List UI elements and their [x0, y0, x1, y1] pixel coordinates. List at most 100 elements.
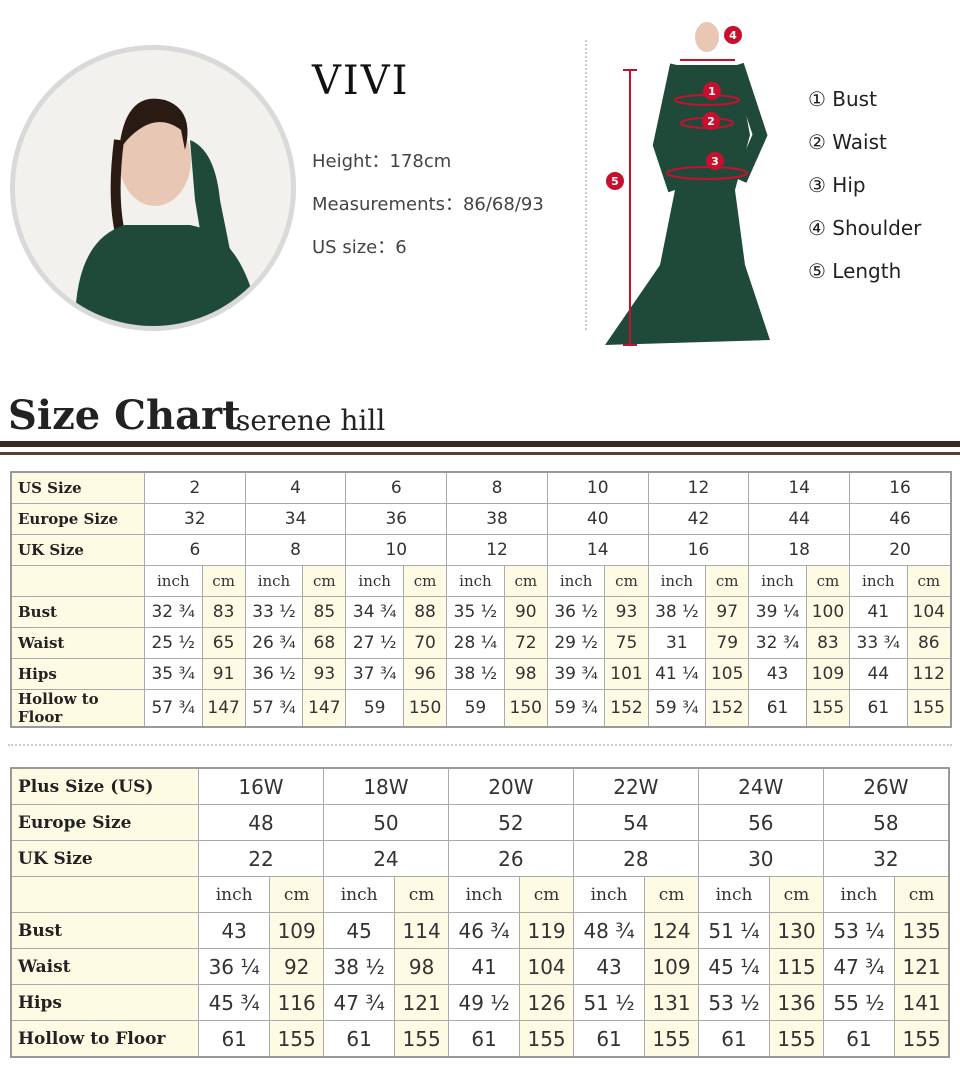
cm-cell: 98 [503, 658, 548, 690]
inch-cell: 45 ¼ [697, 948, 771, 985]
size-cell: 32 [822, 840, 950, 877]
unit-inch: inch [197, 876, 271, 913]
inch-cell: 51 ½ [572, 984, 646, 1021]
cm-cell: 91 [201, 658, 246, 690]
size-cell: 16 [849, 471, 952, 504]
size-chart-title: Size Chart [8, 392, 241, 439]
size-cell: 46 [849, 503, 952, 535]
unit-cm: cm [402, 565, 448, 597]
unit-cm: cm [894, 876, 950, 913]
cm-cell: 155 [644, 1020, 699, 1058]
cm-cell: 105 [705, 658, 750, 690]
row-label: Waist [10, 948, 199, 985]
inch-cell: 36 ½ [244, 658, 304, 690]
cm-cell: 65 [201, 627, 246, 659]
size-cell: 8 [244, 534, 347, 566]
cm-cell: 93 [604, 596, 649, 628]
cm-cell: 147 [302, 689, 347, 728]
cm-cell: 130 [769, 912, 824, 949]
cm-cell: 152 [705, 689, 750, 728]
cm-cell: 136 [769, 984, 824, 1021]
cm-cell: 114 [394, 912, 449, 949]
size-cell: 38 [446, 503, 548, 535]
size-cell: 8 [446, 471, 548, 504]
cm-cell: 86 [906, 627, 952, 659]
inch-cell: 61 [322, 1020, 396, 1058]
cm-cell: 150 [402, 689, 448, 728]
row-label: Bust [10, 596, 145, 628]
inch-cell: 32 ¾ [144, 596, 203, 628]
row-label: Bust [10, 912, 199, 949]
inch-cell: 61 [748, 689, 807, 728]
row-label: Hips [10, 984, 199, 1021]
unit-inch: inch [572, 876, 646, 913]
inch-cell: 59 ¾ [647, 689, 707, 728]
dotted-separator [8, 744, 952, 746]
cm-cell: 92 [269, 948, 324, 985]
unit-inch: inch [647, 565, 707, 597]
size-cell: 20 [849, 534, 952, 566]
header-bar [0, 441, 960, 447]
inch-cell: 61 [822, 1020, 896, 1058]
unit-cm: cm [604, 565, 649, 597]
table-row: Hollow to Floor 57 ¾ 147 57 ¾ 147 59 150 59 150 5… [10, 689, 952, 728]
table-row: UK Size 6 8 10 12 14 16 18 20 [10, 534, 952, 566]
size-cell: 36 [345, 503, 448, 535]
size-cell: 12 [647, 471, 750, 504]
cm-cell: 152 [604, 689, 649, 728]
inch-cell: 59 ¾ [546, 689, 606, 728]
measurement-diagram: 1 2 3 4 5 [605, 22, 770, 346]
inch-cell: 32 ¾ [748, 627, 807, 659]
unit-cm: cm [302, 565, 347, 597]
table-row: Europe Size 32 34 36 38 40 42 44 46 [10, 503, 952, 535]
inch-cell: 43 [197, 912, 271, 949]
inch-cell: 59 [446, 689, 505, 728]
unit-inch: inch [144, 565, 203, 597]
cm-cell: 112 [906, 658, 952, 690]
legend-bust: ① Bust [808, 87, 877, 111]
cm-cell: 109 [644, 948, 699, 985]
cm-cell: 116 [269, 984, 324, 1021]
size-cell: 54 [572, 804, 699, 841]
cm-cell: 90 [503, 596, 548, 628]
model-name: VIVI [312, 58, 410, 104]
model-measurements: Measurements：86/68/93 [312, 194, 544, 215]
row-label: Waist [10, 627, 145, 659]
row-label-empty [10, 876, 199, 913]
unit-inch: inch [446, 565, 505, 597]
unit-inch: inch [748, 565, 807, 597]
size-cell: 16 [647, 534, 750, 566]
inch-cell: 36 ½ [546, 596, 606, 628]
inch-cell: 53 ½ [697, 984, 771, 1021]
inch-cell: 51 ¼ [697, 912, 771, 949]
cm-cell: 75 [604, 627, 649, 659]
inch-cell: 45 [322, 912, 396, 949]
inch-cell: 38 ½ [446, 658, 505, 690]
cm-cell: 155 [269, 1020, 324, 1058]
row-label: Hips [10, 658, 145, 690]
marker-2 [702, 112, 720, 130]
marker-5 [606, 172, 624, 190]
inch-cell: 34 ¾ [345, 596, 404, 628]
cm-cell: 124 [644, 912, 699, 949]
inch-cell: 29 ½ [546, 627, 606, 659]
size-cell: 52 [447, 804, 574, 841]
size-cell: 14 [748, 471, 851, 504]
cm-cell: 135 [894, 912, 950, 949]
unit-cm: cm [805, 565, 851, 597]
cm-cell: 121 [894, 948, 950, 985]
unit-cm: cm [519, 876, 574, 913]
cm-cell: 121 [394, 984, 449, 1021]
row-label: Plus Size (US) [10, 767, 199, 805]
unit-cm: cm [503, 565, 548, 597]
inch-cell: 35 ½ [446, 596, 505, 628]
model-us-size: US size：6 [312, 237, 407, 258]
size-cell: 14 [546, 534, 649, 566]
inch-cell: 55 ½ [822, 984, 896, 1021]
marker-3 [706, 152, 724, 170]
cm-cell: 96 [402, 658, 448, 690]
unit-cm: cm [644, 876, 699, 913]
size-cell: 50 [322, 804, 449, 841]
figure-head [695, 22, 719, 52]
